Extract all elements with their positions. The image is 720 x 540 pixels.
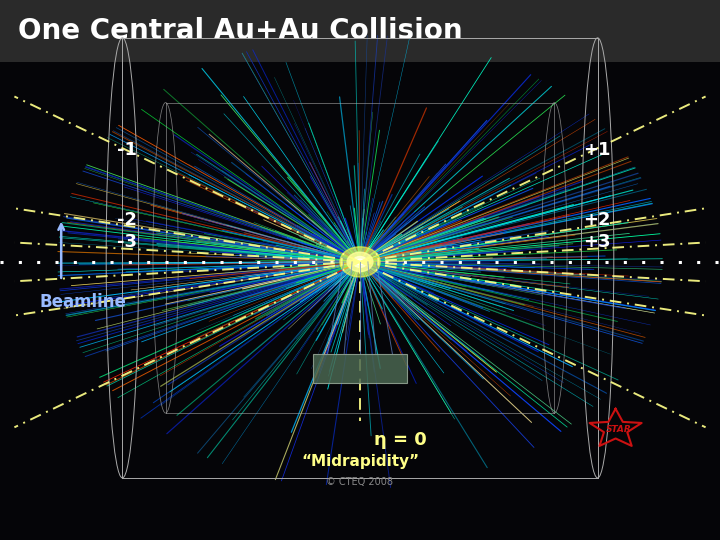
- Text: “Midrapidity”: “Midrapidity”: [301, 454, 419, 469]
- Circle shape: [340, 247, 380, 277]
- Text: One Central Au+Au Collision: One Central Au+Au Collision: [18, 17, 463, 45]
- Text: -3: -3: [117, 233, 137, 251]
- Circle shape: [347, 252, 373, 272]
- Circle shape: [356, 259, 364, 265]
- Text: -1: -1: [117, 141, 137, 159]
- Bar: [313, 354, 407, 383]
- Text: -2: -2: [117, 211, 137, 230]
- Text: +2: +2: [583, 211, 611, 230]
- Text: © CTEQ 2008: © CTEQ 2008: [326, 477, 394, 487]
- Text: +3: +3: [583, 233, 611, 251]
- Text: η = 0: η = 0: [374, 431, 427, 449]
- Text: Beamline: Beamline: [40, 293, 127, 312]
- Circle shape: [353, 256, 367, 267]
- Bar: [0, 0, 720, 62]
- Text: +1: +1: [583, 141, 611, 159]
- Text: STAR: STAR: [606, 425, 632, 434]
